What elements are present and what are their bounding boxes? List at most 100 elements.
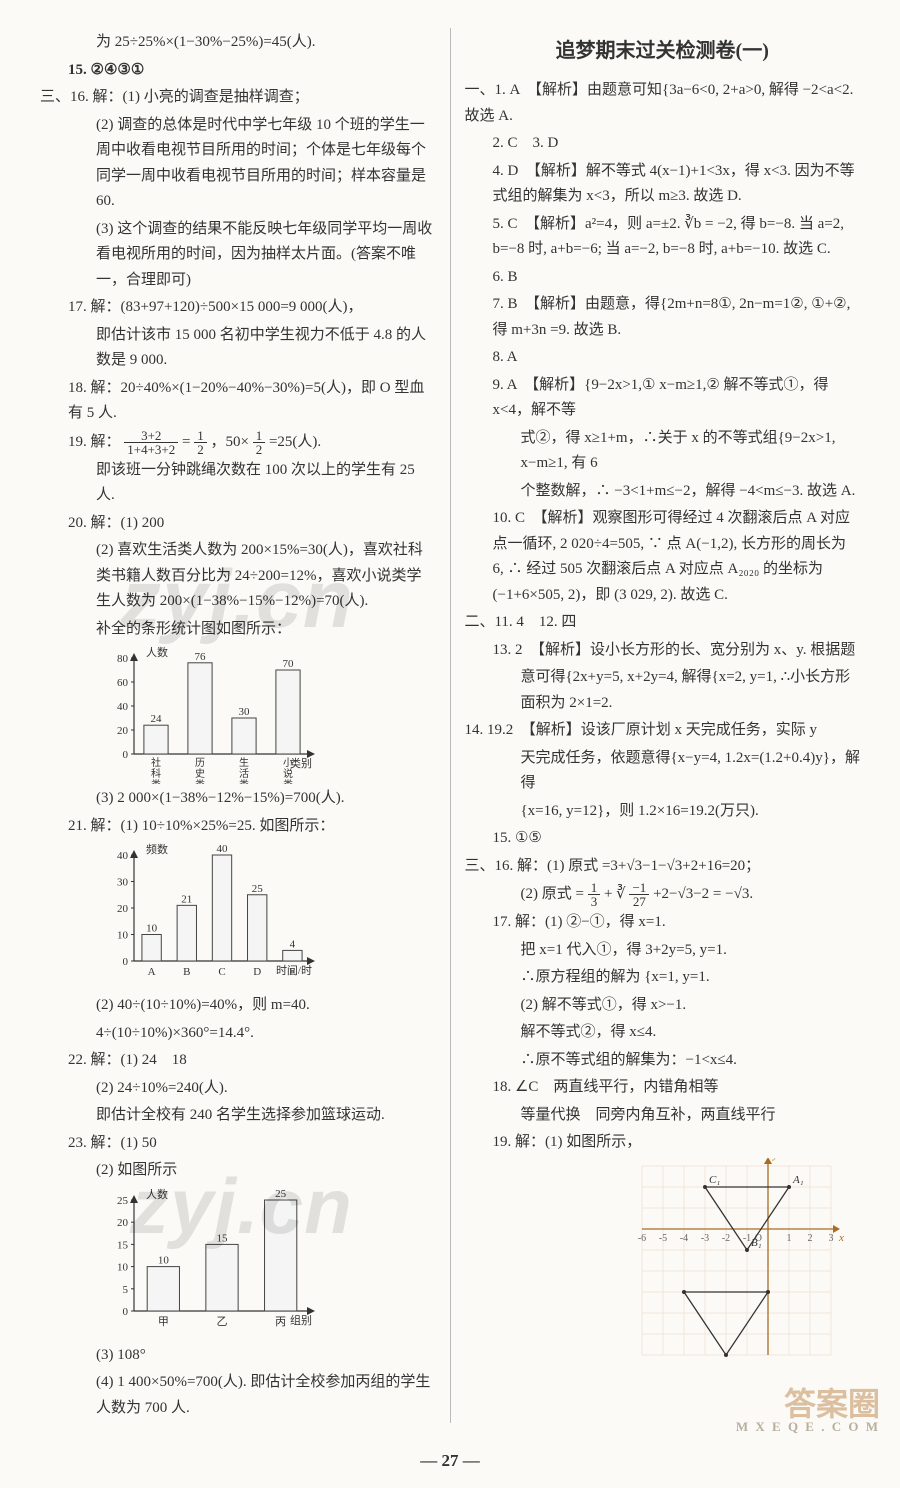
svg-text:组别: 组别 xyxy=(290,1313,312,1327)
stamp-title: 答案圈 xyxy=(736,1388,880,1420)
text: 天完成任务，依题意得{x−y=4, 1.2x=(1.2+0.4)y}，解得 xyxy=(464,746,860,797)
svg-text:3: 3 xyxy=(829,1233,834,1244)
svg-text:x: x xyxy=(838,1232,844,1244)
text: + ∛ xyxy=(604,886,626,902)
svg-text:40: 40 xyxy=(117,701,129,713)
text: 4÷(10÷10%)×360°=14.4°. xyxy=(40,1021,436,1047)
text: 19. 解： xyxy=(68,433,121,449)
svg-text:40: 40 xyxy=(117,850,129,862)
text: (3) 108° xyxy=(40,1343,436,1369)
text: 6. B xyxy=(464,265,860,291)
svg-text:乙: 乙 xyxy=(217,1315,228,1328)
svg-text:15: 15 xyxy=(117,1239,129,1251)
svg-text:丙: 丙 xyxy=(275,1316,286,1328)
svg-text:类别: 类别 xyxy=(290,756,312,770)
text: (3) 2 000×(1−38%−12%−15%)=700(人). xyxy=(40,786,436,812)
text: {x=16, y=12}，则 1.2×16=19.2(万只). xyxy=(464,799,860,825)
text: (2) 24÷10%=240(人). xyxy=(40,1076,436,1102)
chart-q21: 010203040频数10A21B40C25D4E时间/时 xyxy=(100,841,436,991)
text: (4) 1 400×50%=700(人). 即估计全校参加丙组的学生人数为 70… xyxy=(40,1370,436,1421)
fraction: −127 xyxy=(629,881,649,908)
svg-text:10: 10 xyxy=(146,923,158,935)
svg-text:10: 10 xyxy=(117,930,129,942)
text: 17. 解：(1) ②−①，得 x=1. xyxy=(464,910,860,936)
svg-text:10: 10 xyxy=(158,1254,170,1266)
svg-text:-1: -1 xyxy=(743,1233,751,1244)
text: 即该班一分钟跳绳次数在 100 次以上的学生有 25 人. xyxy=(40,458,436,509)
text: (2) 解不等式①，得 x>−1. xyxy=(464,993,860,1019)
svg-text:40: 40 xyxy=(217,843,229,855)
svg-text:4: 4 xyxy=(290,938,296,950)
text: 补全的条形统计图如图所示： xyxy=(40,617,436,643)
svg-text:25: 25 xyxy=(275,1188,287,1200)
text: 三、16. 解：(1) 原式 =3+√3−1−√3+2+16=20； xyxy=(464,854,860,880)
text: ，50× xyxy=(210,433,252,449)
column-divider xyxy=(450,28,451,1423)
svg-text:25: 25 xyxy=(117,1195,129,1207)
svg-text:2: 2 xyxy=(808,1233,813,1244)
text: +2−√3−2 = −√3. xyxy=(653,886,753,902)
text: 13. 2 【解析】设小长方形的长、宽分别为 x、y. 根据题 xyxy=(464,638,860,664)
svg-text:-2: -2 xyxy=(722,1233,730,1244)
svg-text:80: 80 xyxy=(117,653,129,665)
svg-text:B₁: B₁ xyxy=(751,1237,762,1249)
text: 17. 解：(83+97+120)÷500×15 000=9 000(人)， xyxy=(40,295,436,321)
text: = xyxy=(182,433,194,449)
text: (2) 调查的总体是时代中学七年级 10 个班的学生一周中收看电视节目所用的时间… xyxy=(40,113,436,215)
text: ∴原不等式组的解集为：−1<x≤4. xyxy=(464,1048,860,1074)
text: 23. 解：(1) 50 xyxy=(40,1131,436,1157)
text: 18. ∠C 两直线平行，内错角相等 xyxy=(464,1075,860,1101)
svg-text:0: 0 xyxy=(123,956,129,968)
svg-text:-6: -6 xyxy=(638,1233,646,1244)
text: =25(人). xyxy=(269,433,321,449)
text: (2) 原式 = xyxy=(520,886,587,902)
svg-text:21: 21 xyxy=(181,893,192,905)
svg-text:25: 25 xyxy=(252,883,264,895)
text: 二、11. 4 12. 四 xyxy=(464,610,860,636)
text: 8. A xyxy=(464,345,860,371)
svg-text:时间/时: 时间/时 xyxy=(276,964,312,977)
q16b: (2) 原式 = 13 + ∛ −127 +2−√3−2 = −√3. xyxy=(464,881,860,908)
svg-text:频数: 频数 xyxy=(146,842,168,856)
chart-q20: 020406080人数24社科类76历史类30生活类70小说类类别 xyxy=(100,644,436,784)
svg-text:生: 生 xyxy=(239,756,249,769)
svg-text:0: 0 xyxy=(123,749,129,761)
text: 2. C 3. D xyxy=(464,131,860,157)
svg-text:20: 20 xyxy=(117,903,129,915)
svg-text:10: 10 xyxy=(117,1261,129,1273)
text: 4. D 【解析】解不等式 4(x−1)+1<3x，得 x<3. 因为不等式组的… xyxy=(464,159,860,210)
text: 20. 解：(1) 200 xyxy=(40,511,436,537)
text: ∴原方程组的解为 {x=1, y=1. xyxy=(464,965,860,991)
text: 10. C 【解析】观察图形可得经过 4 次翻滚后点 A 对应点一循环, 2 0… xyxy=(464,506,860,608)
text: 把 x=1 代入①，得 3+2y=5, y=1. xyxy=(464,938,860,964)
text: (2) 如图所示 xyxy=(40,1158,436,1184)
fraction: 13 xyxy=(588,881,601,908)
text: (2) 喜欢生活类人数为 200×15%=30(人)，喜欢社科类书籍人数百分比为… xyxy=(40,538,436,615)
svg-text:历: 历 xyxy=(195,757,205,769)
svg-text:D: D xyxy=(253,966,261,978)
fraction: 12 xyxy=(253,429,266,456)
text: (3) 这个调查的结果不能反映七年级同学平均一周收看电视所用的时间，因为抽样太片… xyxy=(40,217,436,294)
svg-text:史: 史 xyxy=(195,768,205,780)
svg-text:甲: 甲 xyxy=(158,1316,169,1328)
svg-text:-5: -5 xyxy=(659,1233,667,1244)
text: 15. ②④③① xyxy=(40,58,436,84)
svg-text:20: 20 xyxy=(117,1217,129,1229)
svg-text:30: 30 xyxy=(239,706,251,718)
text: 个整数解，∴ −3<1+m≤−2，解得 −4<m≤−3. 故选 A. xyxy=(464,479,860,505)
text: 21. 解：(1) 10÷10%×25%=25. 如图所示： xyxy=(40,814,436,840)
q19: 19. 解： 3+21+4+3+2 = 12 ，50× 12 =25(人). xyxy=(40,429,436,456)
svg-text:社: 社 xyxy=(151,756,161,769)
svg-text:70: 70 xyxy=(283,658,295,670)
svg-text:B: B xyxy=(183,966,190,978)
fraction: 12 xyxy=(194,429,207,456)
page-number: — 27 — xyxy=(0,1443,900,1488)
svg-text:活: 活 xyxy=(239,768,249,780)
text: 14. 19.2 【解析】设该厂原计划 x 天完成任务，实际 y xyxy=(464,718,860,744)
text: 三、16. 解：(1) 小亮的调查是抽样调查； xyxy=(40,85,436,111)
text: 为 25÷25%×(1−30%−25%)=45(人). xyxy=(40,30,436,56)
text: 即估计该市 15 000 名初中学生视力不低于 4.8 的人数是 9 000. xyxy=(40,323,436,374)
text: 15. ①⑤ xyxy=(464,826,860,852)
text: 等量代换 同旁内角互补，两直线平行 xyxy=(464,1103,860,1129)
svg-text:y: y xyxy=(772,1158,778,1161)
